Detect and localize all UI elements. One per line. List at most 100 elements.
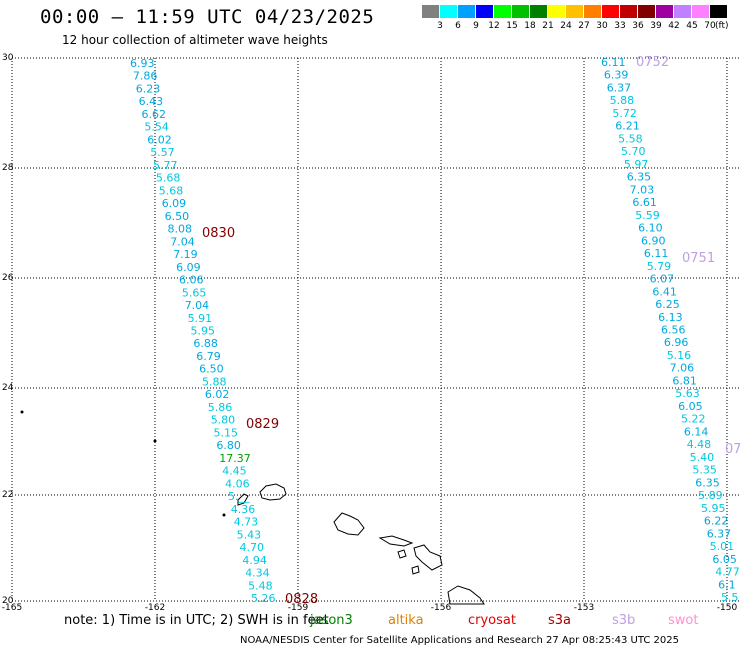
wave-height-value: 5.22 [681,413,706,426]
latitude-tick-label: 24 [2,383,14,393]
wave-height-value: 8.08 [168,223,193,236]
latitude-tick-label: 22 [2,490,13,500]
wave-height-value: 6.13 [658,311,683,324]
wave-height-value: 5.80 [211,414,236,427]
wave-height-value: 6.09 [162,197,187,210]
wave-height-value: 6.90 [641,234,666,247]
color-swatch [692,5,709,18]
wave-height-value: 5.5 [721,591,739,604]
wave-height-value: 4.70 [240,541,265,554]
pass-time-label: 07 [725,442,740,457]
color-tick-label: 24 [560,21,572,31]
wave-height-value: 5.89 [698,489,723,502]
color-tick-label: 30 [596,21,608,31]
wave-height-value: 6.05 [678,400,703,413]
wave-height-value: 6.80 [216,439,241,452]
wave-height-value: 5.26 [251,592,276,605]
wave-height-value: 6.35 [627,171,652,184]
wave-height-value: 4.94 [242,554,267,567]
altimeter-track-east: 6.116.396.375.885.726.215.585.705.976.35… [601,56,740,604]
wave-height-value: 6.1 [718,578,736,591]
color-swatch [458,5,475,18]
island-niihau [237,493,249,506]
wave-height-value: 5.72 [612,107,637,120]
wave-height-value: 6.43 [139,95,164,108]
color-tick-label: 39 [650,21,662,31]
wave-height-value: 5.65 [182,286,207,299]
hawaiian-islands [20,410,485,605]
legend-swot: swot [668,613,699,628]
wave-height-value: 6.06 [179,274,204,287]
wave-height-value: 6.10 [638,222,663,235]
wave-height-value: 6.11 [644,247,669,260]
wave-height-value: 6.96 [664,336,689,349]
latitude-tick-label: 28 [2,163,14,173]
wave-height-value: 7.86 [133,70,158,83]
wave-height-value: 6.07 [650,273,675,286]
wave-height-value: 7.04 [185,299,210,312]
wave-height-value: 6.62 [142,108,167,121]
wave-height-value: 5.77 [153,159,178,172]
color-swatch [602,5,619,18]
wave-height-value: 6.50 [199,363,224,376]
wave-height-value: 6.23 [136,83,161,96]
longitude-tick-label: -159 [288,603,309,613]
color-swatch [656,5,673,18]
map-title: 00:00 – 11:59 UTC 04/23/2025 [40,6,375,28]
map-subtitle: 12 hour collection of altimeter wave hei… [62,33,328,47]
graticule: -165 -162 -159 -156 -153 -150 30 28 26 24 22 20 [2,53,740,613]
wave-height-value: 5.95 [191,325,216,338]
longitude-tick-label: -162 [145,603,165,613]
color-tick-label: 3 [437,21,443,31]
color-swatch [512,5,529,18]
wave-height-value: 5.63 [675,387,700,400]
wave-height-value: 17.37 [219,452,251,465]
wave-height-value: 5.16 [667,349,692,362]
wave-height-value: 6.22 [704,515,729,528]
wave-height-value: 6.79 [196,350,221,363]
wave-height-value: 7.06 [670,362,695,375]
color-tick-label: 12 [488,21,500,31]
wave-height-value: 6.88 [193,337,218,350]
units-label: (ft) [715,21,729,31]
island-molokai [378,535,414,547]
pass-time-label: 0830 [202,226,235,241]
wave-height-value: 6.37 [707,527,732,540]
wave-height-value: 5.43 [237,528,262,541]
color-tick-label: 42 [668,21,680,31]
color-tick-label: 70 [704,21,716,31]
color-swatch [638,5,655,18]
island-kauai [259,483,287,501]
wave-height-value: 6.61 [632,196,657,209]
color-tick-label: 18 [524,21,536,31]
wave-height-value: 4.06 [225,477,250,490]
wave-height-value: 4.77 [715,566,740,579]
wave-height-value: 6.09 [176,261,201,274]
wave-height-value: 6.56 [661,324,686,337]
legend-s3b: s3b [612,613,636,628]
color-swatch [476,5,493,18]
color-tick-label: 45 [686,21,698,31]
wave-height-value: 4.34 [245,567,270,580]
wave-height-value: 4.45 [222,465,247,478]
wave-height-value: 5.40 [690,451,715,464]
longitude-tick-label: -156 [431,603,452,613]
wave-height-value: 5.54 [144,121,169,134]
wave-height-value: 7.04 [170,235,195,248]
latitude-tick-label: 20 [2,596,14,606]
pass-time-labels: 0830 0829 0828 0752 0751 07 [202,55,740,607]
wave-height-value: 6.35 [695,476,720,489]
island-kahoolawe [411,565,420,575]
wave-height-value: 5.88 [202,376,227,389]
wave-height-value: 5.86 [208,401,233,414]
island-lanai [397,549,407,559]
legend-s3a: s3a [548,613,572,628]
wave-height-value: 6.14 [684,425,709,438]
latitude-tick-label: 26 [2,273,14,283]
pass-time-label: 0752 [636,55,669,70]
wave-height-value: 6.21 [615,120,640,133]
wave-height-value: 5.01 [710,540,735,553]
wave-height-value: 6.05 [712,553,737,566]
pass-time-label: 0829 [246,417,279,432]
